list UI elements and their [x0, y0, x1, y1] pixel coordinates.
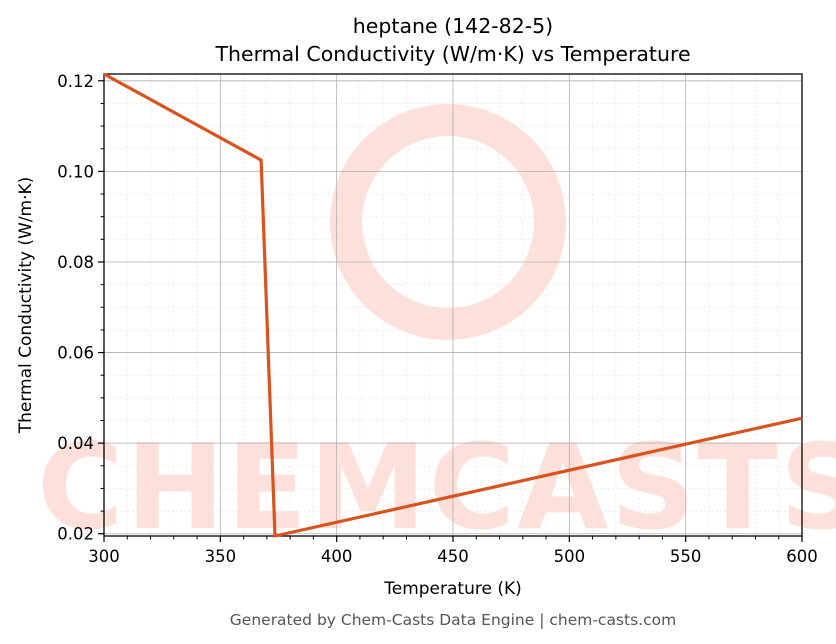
series-group: [103, 72, 803, 538]
y-axis-label: Thermal Conductivity (W/m·K): [16, 177, 36, 435]
y-tick-label: 0.12: [57, 72, 94, 91]
x-tick-label: 600: [786, 547, 818, 566]
x-tick-label: 400: [321, 547, 353, 566]
y-tick-label: 0.08: [57, 253, 94, 272]
watermark-logo-ring: [330, 104, 566, 340]
chart-subtitle: Thermal Conductivity (W/m·K) vs Temperat…: [214, 42, 690, 66]
chart-title: heptane (142-82-5): [353, 14, 553, 38]
y-tick-label: 0.06: [57, 344, 94, 363]
x-tick-label: 550: [670, 547, 702, 566]
x-axis-label: Temperature (K): [383, 579, 522, 599]
y-tick-label: 0.02: [57, 525, 94, 544]
axis-ticks: 300 350 400 450 500 550 600 0.02 0.04 0.06 0.08 0.1…: [57, 72, 818, 566]
x-tick-label: 500: [554, 547, 586, 566]
x-tick-label: 300: [88, 547, 120, 566]
y-tick-label: 0.04: [57, 434, 94, 453]
x-tick-label: 450: [437, 547, 469, 566]
x-tick-label: 350: [205, 547, 237, 566]
y-tick-label: 0.10: [57, 162, 94, 181]
watermark: CHEMCASTS: [37, 104, 836, 556]
footer-credit: Generated by Chem-Casts Data Engine | ch…: [230, 611, 676, 629]
series-line: [103, 72, 803, 538]
